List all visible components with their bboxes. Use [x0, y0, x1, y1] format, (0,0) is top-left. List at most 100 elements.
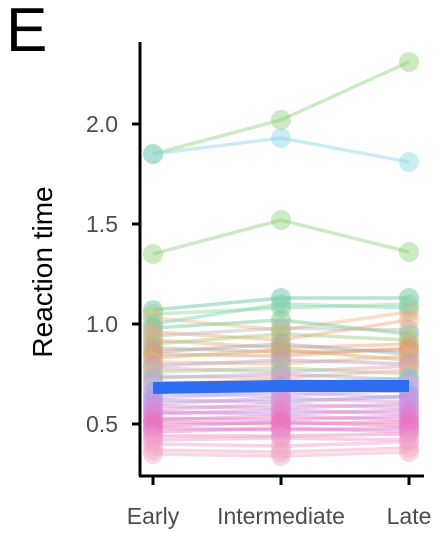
series-line: [152, 60, 410, 156]
series-line: [152, 302, 410, 316]
series-11: [143, 330, 419, 358]
data-point: [271, 342, 291, 362]
data-point: [271, 394, 291, 414]
series-line: [152, 372, 410, 382]
data-point: [271, 346, 291, 366]
data-point: [271, 414, 291, 434]
series-38: [143, 412, 419, 436]
data-point: [143, 362, 163, 382]
series-line: [152, 420, 410, 428]
data-point: [399, 394, 419, 414]
data-point: [399, 288, 419, 308]
data-point: [399, 364, 419, 384]
panel-label: E: [6, 0, 48, 65]
series-17: [143, 346, 419, 374]
x-tick-label: Early: [127, 503, 180, 529]
data-point: [399, 310, 419, 330]
data-point: [143, 444, 163, 464]
x-tick-label: Late: [387, 503, 432, 529]
series-line: [152, 396, 410, 406]
data-point: [143, 322, 163, 342]
data-point: [271, 442, 291, 462]
series-line: [152, 364, 410, 374]
data-point: [399, 404, 419, 424]
data-point: [271, 362, 291, 382]
data-point: [143, 144, 163, 164]
series-line: [152, 414, 410, 422]
series-line: [152, 332, 410, 346]
data-point: [143, 430, 163, 450]
data-point: [271, 406, 291, 426]
series-line: [152, 402, 410, 410]
data-point: [143, 394, 163, 414]
data-point: [271, 388, 291, 408]
data-point: [271, 420, 291, 440]
data-point: [399, 298, 419, 318]
data-point: [271, 288, 291, 308]
series-line: [152, 318, 410, 342]
data-point: [143, 396, 163, 416]
data-point: [399, 432, 419, 452]
data-point: [271, 340, 291, 360]
data-point: [399, 412, 419, 432]
y-tick-label: 2.0: [86, 111, 118, 137]
series-29: [143, 386, 419, 412]
series-2: [143, 128, 419, 172]
data-point: [271, 110, 291, 130]
data-point: [271, 398, 291, 418]
data-point: [271, 400, 291, 420]
series-4: [143, 288, 419, 320]
data-point: [143, 366, 163, 386]
data-point: [143, 400, 163, 420]
series-16: [143, 340, 419, 370]
mean-line: [152, 380, 409, 394]
series-line: [152, 136, 410, 164]
series-line: [152, 420, 410, 426]
data-point: [271, 318, 291, 338]
x-tick-label: Intermediate: [217, 503, 345, 529]
data-point: [143, 326, 163, 346]
series-line: [152, 346, 410, 354]
data-point: [143, 390, 163, 410]
series-line: [152, 296, 409, 312]
data-point: [143, 434, 163, 454]
data-point: [143, 440, 163, 460]
data-point: [271, 358, 291, 378]
data-point: [271, 436, 291, 456]
data-point: [399, 52, 419, 72]
y-tick-label: 1.0: [86, 311, 118, 337]
series-40: [143, 418, 419, 442]
data-point: [399, 438, 419, 458]
series-37: [143, 412, 419, 434]
data-point: [143, 342, 163, 362]
series-line: [152, 436, 410, 442]
series-line: [152, 450, 410, 458]
data-point: [399, 302, 419, 322]
series-layer: [143, 52, 419, 466]
series-line: [152, 368, 410, 380]
series-39: [143, 418, 419, 440]
series-3: [143, 210, 419, 264]
data-point: [399, 334, 419, 354]
series-9: [143, 310, 419, 350]
data-point: [143, 318, 163, 338]
data-point: [143, 402, 163, 422]
data-point: [399, 400, 419, 420]
data-point: [143, 338, 163, 358]
data-point: [399, 152, 419, 172]
data-point: [271, 338, 291, 358]
data-point: [399, 418, 419, 438]
series-line: [152, 446, 410, 454]
y-axis-title: Reaction time: [27, 186, 58, 357]
data-point: [399, 410, 419, 430]
data-point: [143, 422, 163, 442]
data-point: [399, 430, 419, 450]
series-line: [152, 302, 410, 326]
series-44: [143, 438, 419, 462]
series-13: [143, 338, 419, 362]
series-5: [143, 294, 419, 324]
data-point: [399, 346, 419, 366]
series-line: [152, 346, 410, 358]
data-point: [143, 410, 163, 430]
data-point: [143, 300, 163, 320]
